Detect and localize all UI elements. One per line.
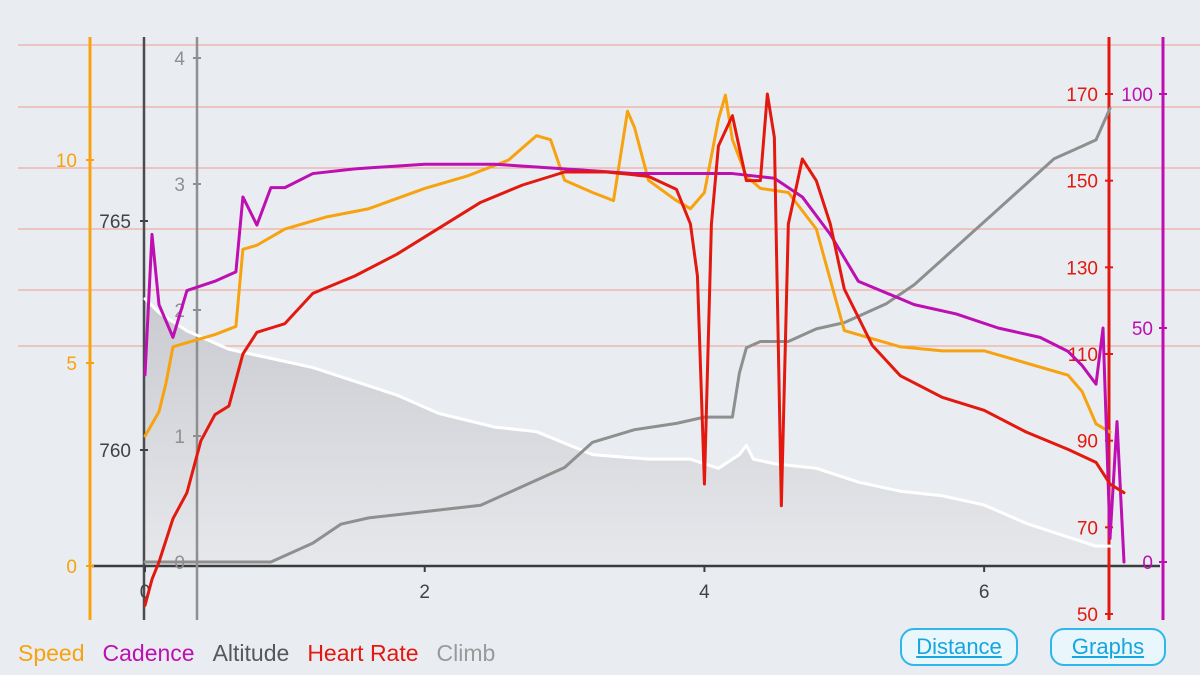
heart_rate-tick-label-4: 130 [1066,258,1098,279]
altitude-area [145,298,1111,566]
legend: Speed Cadence Altitude Heart Rate Climb [18,640,495,667]
legend-cadence: Cadence [102,640,195,666]
speed-tick-label-1: 5 [66,354,77,375]
speed-tick-label-0: 0 [66,557,77,578]
climb-line [143,106,1112,564]
heart-rate-line [143,92,1126,607]
cadence-tick-label-1: 50 [1132,319,1153,340]
altitude-tick-label-1: 765 [99,212,131,233]
climb-tick-label-1: 1 [174,427,185,448]
legend-altitude: Altitude [212,640,290,666]
legend-climb: Climb [436,640,496,666]
cadence-tick-label-0: 0 [1142,553,1153,574]
x-tick-label-1: 2 [419,582,430,603]
climb-tick-label-3: 3 [174,175,185,196]
x-tick-label-2: 4 [699,582,710,603]
heart_rate-tick-label-2: 90 [1077,432,1098,453]
heart_rate-tick-label-1: 70 [1077,518,1098,539]
x-tick-label-3: 6 [979,582,990,603]
speed-line [143,93,1112,438]
climb-tick-label-4: 4 [174,49,185,70]
altitude-tick-label-0: 760 [99,441,131,462]
heart_rate-tick-label-6: 170 [1066,85,1098,106]
heart_rate-tick-label-5: 150 [1066,172,1098,193]
graphs-button[interactable]: Graphs [1050,628,1166,666]
cadence-tick-label-2: 100 [1121,85,1153,106]
heart_rate-tick-label-0: 50 [1077,605,1098,626]
distance-button[interactable]: Distance [900,628,1018,666]
legend-heart-rate: Heart Rate [307,640,419,666]
cadence-line [143,162,1126,564]
speed-tick-label-2: 10 [56,151,77,172]
legend-speed: Speed [18,640,85,666]
x-tick-label-0: 0 [140,582,151,603]
